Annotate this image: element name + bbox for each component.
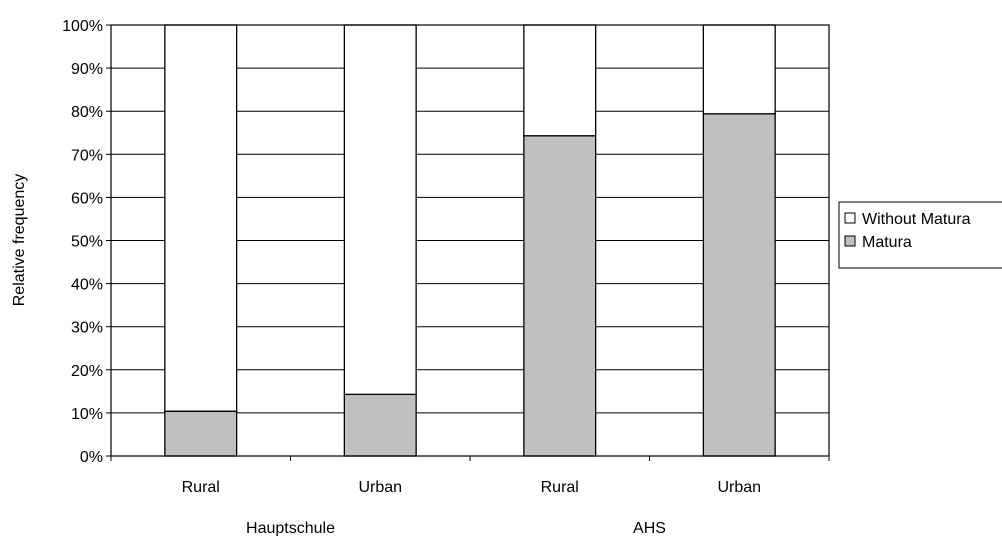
x-axis-groups: Hauptschule AHS <box>246 520 666 536</box>
bar-segment <box>164 410 238 457</box>
y-tick-label: 30% <box>71 320 103 337</box>
x-tick-label: Rural <box>541 479 579 496</box>
x-tick-label: Urban <box>358 479 402 496</box>
y-tick-label: 10% <box>71 406 103 423</box>
legend-label: Matura <box>862 234 912 251</box>
x-group-label: AHS <box>633 520 666 536</box>
y-axis-title: Relative frequency <box>11 174 28 307</box>
legend-label: Without Matura <box>862 211 971 228</box>
bar-segment <box>343 393 417 457</box>
y-axis-ticks: 0% 10% 20% 30% 40% 50% 60% 70% 80% 90% 100% <box>62 18 111 466</box>
legend-swatch <box>844 212 856 224</box>
bar-segment <box>164 24 238 412</box>
bar-segment <box>702 24 776 115</box>
y-tick-label: 40% <box>71 277 103 294</box>
x-group-label: Hauptschule <box>246 520 335 536</box>
y-tick-label: 60% <box>71 190 103 207</box>
legend-swatch <box>844 235 856 247</box>
x-tick-label: Rural <box>182 479 220 496</box>
y-tick-label: 70% <box>71 147 103 164</box>
y-tick-label: 20% <box>71 363 103 380</box>
x-tick-label: Urban <box>717 479 761 496</box>
y-tick-label: 0% <box>80 449 103 466</box>
bar-segment <box>523 24 597 137</box>
bar-segment <box>523 135 597 457</box>
bar-segment <box>343 24 417 396</box>
y-tick-label: 90% <box>71 61 103 78</box>
y-tick-label: 50% <box>71 234 103 251</box>
x-axis-ticks: Rural Urban Rural Urban <box>110 456 830 496</box>
legend-frame <box>838 201 1002 269</box>
bars <box>164 24 776 457</box>
legend: Without Matura Matura <box>838 201 1002 269</box>
y-tick-label: 100% <box>62 18 103 35</box>
legend-items: Without Matura Matura <box>844 211 971 251</box>
bar-segment <box>702 113 776 457</box>
y-tick-label: 80% <box>71 104 103 121</box>
